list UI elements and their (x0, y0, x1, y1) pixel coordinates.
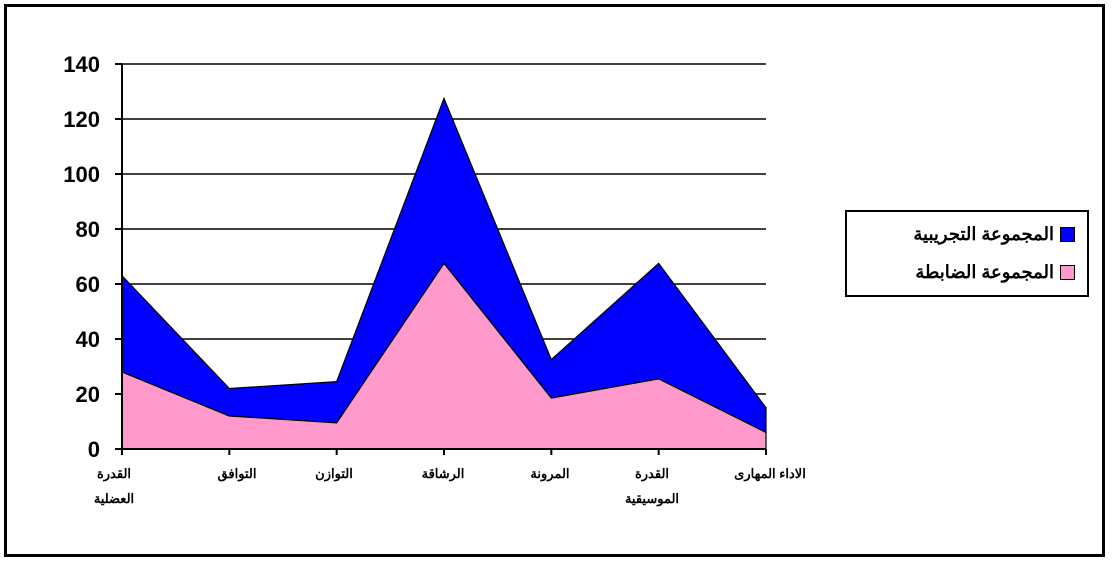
legend-item-experimental: المجموعة التجريبية (913, 224, 1075, 245)
x-tick-label-5-line-0: القدرة (635, 466, 669, 482)
legend-swatch-experimental (1060, 227, 1075, 242)
x-tick-label-1: التوافق (218, 466, 257, 482)
x-tick-label-3: الرشاقة (422, 466, 465, 482)
y-tick-label-5: 100 (63, 162, 100, 187)
x-tick-label-6: الاداء المهارى (734, 466, 806, 482)
x-tick-label-4: المرونة (530, 466, 569, 482)
x-tick-label-5-line-1: الموسيقية (625, 491, 679, 507)
y-tick-label-4: 80 (76, 217, 100, 242)
y-tick-label-3: 60 (76, 272, 100, 297)
y-tick-label-6: 120 (63, 107, 100, 132)
x-tick-label-2: التوازن (315, 466, 353, 482)
y-tick-label-2: 40 (76, 327, 100, 352)
legend-swatch-control (1060, 265, 1075, 280)
x-tick-label-0-line-0: القدرة (97, 466, 131, 482)
x-tick-label-0-line-1: العضلية (94, 491, 134, 506)
y-tick-label-1: 20 (76, 382, 100, 407)
legend-item-control: المجموعة الضابطة (915, 262, 1075, 283)
y-tick-label-7: 140 (63, 52, 100, 77)
y-tick-label-0: 0 (88, 437, 100, 462)
legend-label-experimental: المجموعة التجريبية (913, 224, 1054, 244)
legend-label-control: المجموعة الضابطة (915, 262, 1054, 282)
chart-legend: المجموعة التجريبية المجموعة الضابطة (845, 210, 1089, 297)
